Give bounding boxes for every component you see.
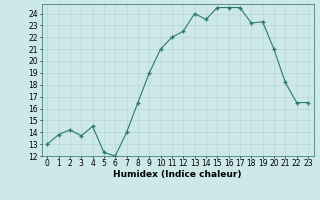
X-axis label: Humidex (Indice chaleur): Humidex (Indice chaleur) <box>113 170 242 179</box>
